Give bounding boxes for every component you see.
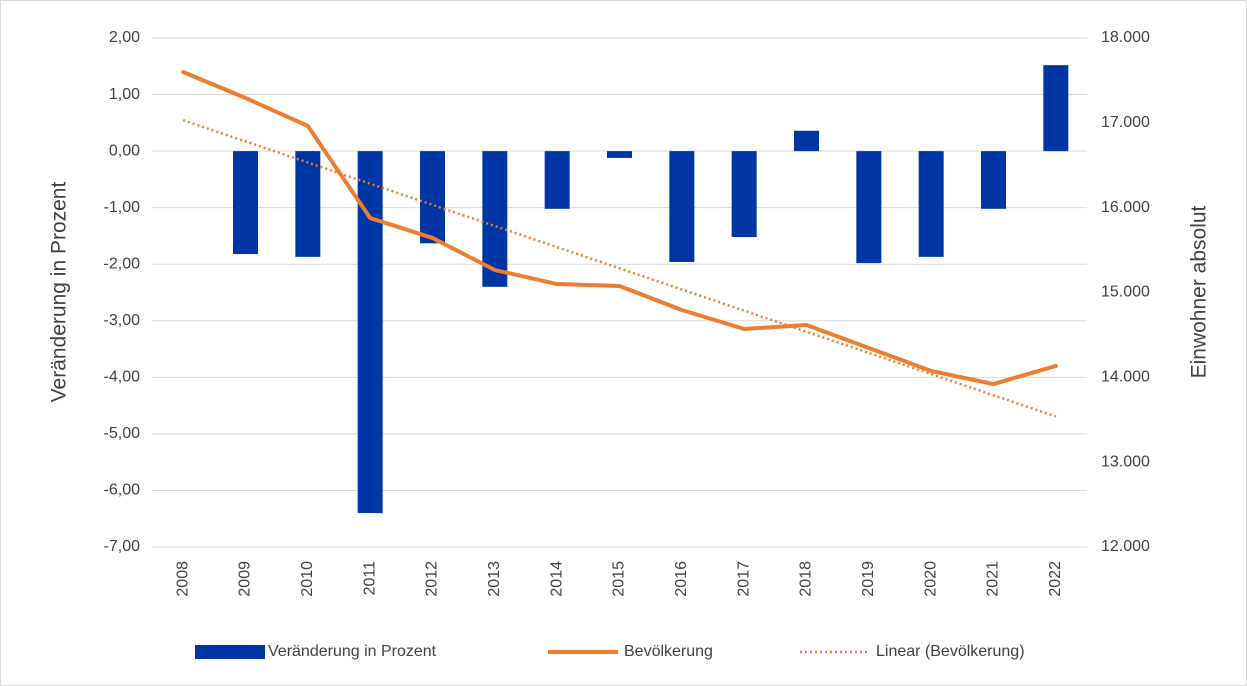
bar [607, 151, 632, 158]
x-tick-label: 2014 [548, 561, 565, 597]
x-tick-label: 2022 [1047, 561, 1064, 597]
x-tick-label: 2018 [798, 561, 815, 597]
y-tick-label: -2,00 [104, 255, 141, 272]
y-tick-label: 2,00 [109, 29, 140, 46]
y2-tick-label: 17.000 [1101, 114, 1150, 131]
x-tick-label: 2015 [611, 561, 628, 597]
y-tick-label: -1,00 [104, 199, 141, 216]
y2-tick-label: 14.000 [1101, 369, 1150, 386]
bar [669, 151, 695, 262]
x-tick-label: 2019 [860, 561, 877, 597]
legend-label: Linear (Bevölkerung) [876, 643, 1025, 660]
bar [731, 151, 757, 238]
x-tick-label: 2020 [922, 561, 939, 597]
y-tick-label: -7,00 [104, 538, 141, 555]
bar [1043, 65, 1069, 152]
x-tick-label: 2021 [985, 561, 1002, 597]
y-tick-label: -3,00 [104, 312, 141, 329]
bar [233, 151, 258, 255]
legend-label: Bevölkerung [624, 643, 713, 660]
y-axis-title: Veränderung in Prozent [48, 182, 71, 403]
y-tick-label: 0,00 [109, 142, 140, 159]
x-tick-label: 2010 [299, 561, 316, 597]
x-tick-label: 2011 [361, 561, 378, 596]
y-tick-label: -5,00 [104, 425, 141, 442]
y2-tick-label: 16.000 [1101, 199, 1150, 216]
x-tick-label: 2008 [174, 561, 191, 597]
x-tick-label: 2013 [486, 561, 503, 597]
legend-label: Veränderung in Prozent [268, 643, 437, 660]
y-tick-label: -4,00 [104, 369, 141, 386]
trendline [182, 119, 1057, 418]
x-tick-label: 2016 [673, 561, 690, 597]
y2-tick-label: 13.000 [1101, 453, 1150, 470]
bar [794, 130, 819, 152]
y2-tick-label: 12.000 [1101, 538, 1150, 555]
line [181, 70, 1058, 387]
bar [981, 151, 1006, 209]
bar [357, 151, 383, 514]
bar [856, 151, 882, 264]
legend-swatch [195, 645, 265, 659]
bar [420, 151, 445, 244]
x-tick-label: 2012 [424, 561, 441, 597]
bar [918, 151, 944, 257]
x-tick-label: 2017 [735, 561, 752, 597]
y2-tick-label: 15.000 [1101, 284, 1150, 301]
x-tick-label: 2009 [237, 561, 254, 597]
bar [295, 151, 321, 257]
y2-axis-title: Einwohner absolut [1188, 205, 1211, 378]
y-tick-label: -6,00 [104, 482, 141, 499]
bar [544, 151, 570, 209]
y2-tick-label: 18.000 [1101, 29, 1150, 46]
y-tick-label: 1,00 [109, 86, 140, 103]
